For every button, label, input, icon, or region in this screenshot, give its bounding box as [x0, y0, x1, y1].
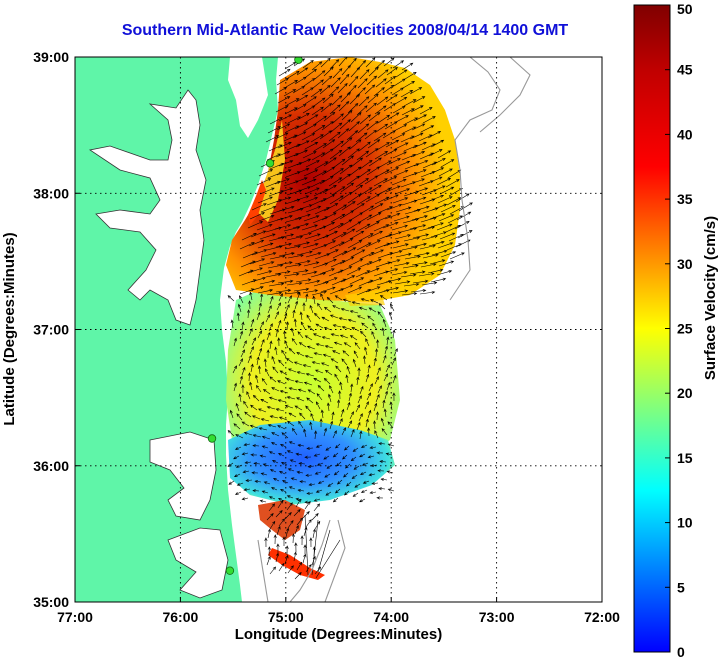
x-tick-label: 72:00: [584, 609, 620, 625]
x-tick-label: 75:00: [268, 609, 304, 625]
colorbar-tick-label: 20: [677, 385, 693, 401]
delaware-bay: [228, 57, 268, 138]
x-tick-label: 76:00: [162, 609, 198, 625]
station-marker: [265, 159, 275, 168]
colorbar-tick-label: 50: [677, 1, 693, 17]
bathymetry-contours: [257, 57, 531, 602]
map-area: [75, 57, 602, 602]
x-tick-label: 74:00: [373, 609, 409, 625]
y-tick-label: 36:00: [33, 458, 69, 474]
colorbar-tick-label: 40: [677, 126, 693, 142]
station-marker: [207, 434, 217, 443]
station-marker: [294, 57, 303, 64]
station-marker: [225, 566, 235, 575]
y-tick-label: 39:00: [33, 49, 69, 65]
x-tick-label: 73:00: [479, 609, 515, 625]
colorbar-tick-label: 5: [677, 579, 685, 595]
colorbar-tick-label: 35: [677, 191, 693, 207]
colorbar-tick-label: 25: [677, 321, 693, 337]
x-tick-label: 77:00: [57, 609, 93, 625]
colorbar-tick-label: 45: [677, 62, 693, 78]
colorbar-tick-label: 10: [677, 515, 693, 531]
y-tick-label: 38:00: [33, 185, 69, 201]
y-axis-label: Latitude (Degrees:Minutes): [1, 232, 18, 425]
colorbar-tick-label: 30: [677, 256, 693, 272]
x-axis-label: Longitude (Degrees:Minutes): [235, 626, 443, 643]
y-tick-label: 35:00: [33, 594, 69, 610]
radar-stations: [207, 57, 303, 575]
y-tick-label: 37:00: [33, 322, 69, 338]
colorbar-label: Surface Velocity (cm/s): [702, 216, 719, 380]
colorbar-tick-label: 0: [677, 644, 685, 659]
grid-lines: [75, 57, 602, 602]
y-axis-ticks: 39:00 38:00 37:00 36:00 35:00: [33, 49, 80, 610]
chesapeake-bay: [88, 89, 207, 326]
pamlico-sound: [167, 527, 229, 599]
colorbar-tick-label: 15: [677, 450, 693, 466]
x-axis-ticks: 77:00 76:00 75:00 74:00 73:00 72:00: [57, 597, 620, 625]
velocity-vectors: [227, 57, 473, 580]
map-title: Southern Mid-Atlantic Raw Velocities 200…: [121, 22, 569, 39]
colorbar: [633, 4, 671, 653]
